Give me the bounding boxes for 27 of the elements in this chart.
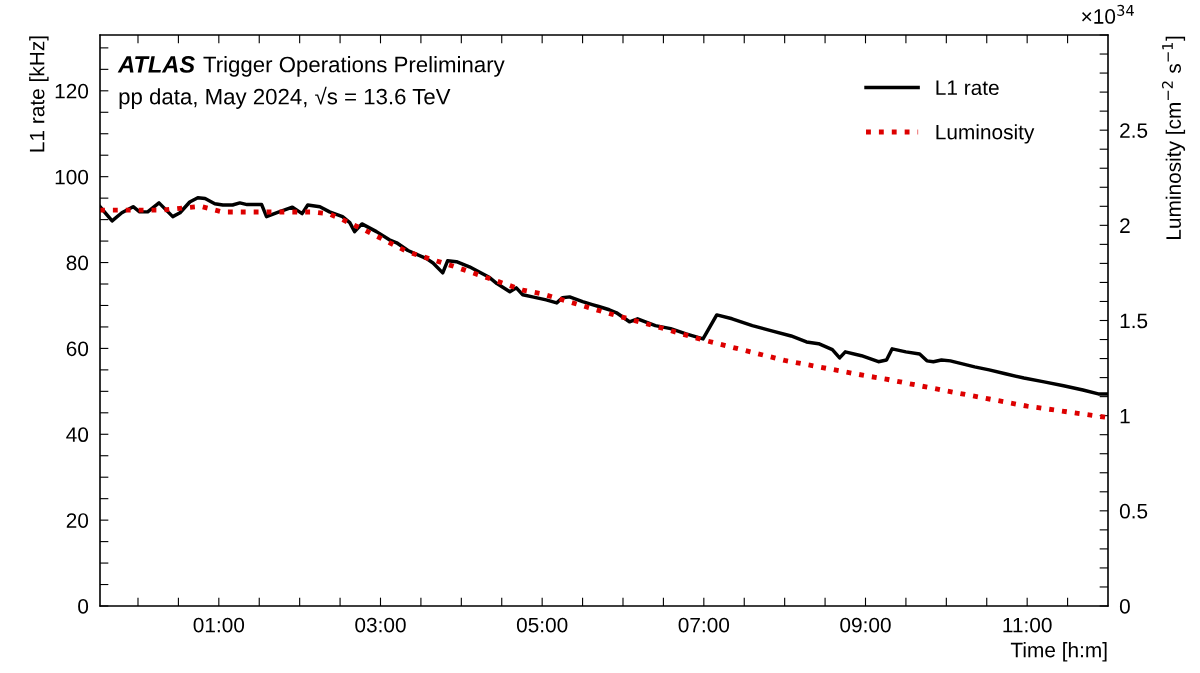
x-tick-label: 01:00 bbox=[193, 617, 245, 633]
y2-tick-label: 0.5 bbox=[1119, 503, 1148, 519]
y-tick-label: 40 bbox=[66, 427, 89, 443]
y2-tick-label: 1.5 bbox=[1120, 313, 1148, 329]
y-tick-label: 80 bbox=[66, 255, 89, 271]
y2-tick-label: 0 bbox=[1119, 599, 1130, 614]
y2-tick-label: 2 bbox=[1120, 218, 1130, 233]
legend-label: Luminosity bbox=[936, 124, 1035, 144]
legend-label: L1 rate bbox=[936, 80, 999, 96]
y-tick-label: 20 bbox=[66, 513, 89, 528]
x-tick-label: 05:00 bbox=[516, 617, 568, 633]
text: pp data, May 2024, √s = 13.6 TeV bbox=[119, 86, 451, 109]
x-tick-label: 11:00 bbox=[1003, 617, 1052, 633]
y2-tick-label: 2.5 bbox=[1120, 123, 1148, 138]
y-axis-title: L1 rate [kHz] bbox=[29, 36, 49, 152]
y2-tick-label: 1 bbox=[1120, 408, 1130, 424]
y-tick-label: 0 bbox=[78, 599, 89, 614]
x-tick-label: 07:00 bbox=[678, 617, 730, 633]
y2-axis-title: Luminosity [cm$^{−2}$ s$^{−1}$] bbox=[1161, 36, 1186, 239]
x-axis-title: Time [h:m] bbox=[1010, 642, 1107, 662]
text: ATLAS Trigger Operations Preliminary bbox=[117, 56, 505, 77]
y-tick-label: 60 bbox=[66, 341, 89, 357]
x-tick-label: 03:00 bbox=[355, 617, 406, 633]
y-tick-label: 100 bbox=[55, 169, 89, 185]
text: ×10$^{34}$ bbox=[1082, 4, 1134, 24]
x-tick-label: 09:00 bbox=[840, 617, 891, 633]
y-tick-label: 120 bbox=[55, 83, 89, 99]
